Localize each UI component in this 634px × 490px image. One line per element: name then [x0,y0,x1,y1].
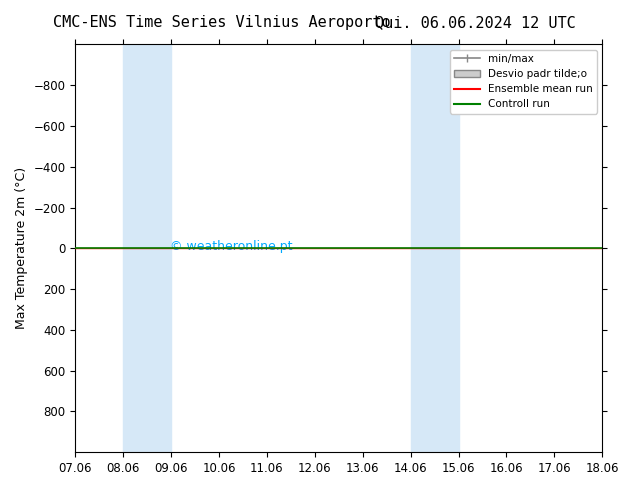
Text: © weatheronline.pt: © weatheronline.pt [171,240,293,253]
Bar [411,45,458,452]
Bar [123,45,171,452]
Y-axis label: Max Temperature 2m (°C): Max Temperature 2m (°C) [15,167,28,329]
Legend: min/max, Desvio padr tilde;o, Ensemble mean run, Controll run: min/max, Desvio padr tilde;o, Ensemble m… [450,49,597,114]
Text: CMC-ENS Time Series Vilnius Aeroporto: CMC-ENS Time Series Vilnius Aeroporto [53,15,391,30]
Text: Qui. 06.06.2024 12 UTC: Qui. 06.06.2024 12 UTC [375,15,576,30]
